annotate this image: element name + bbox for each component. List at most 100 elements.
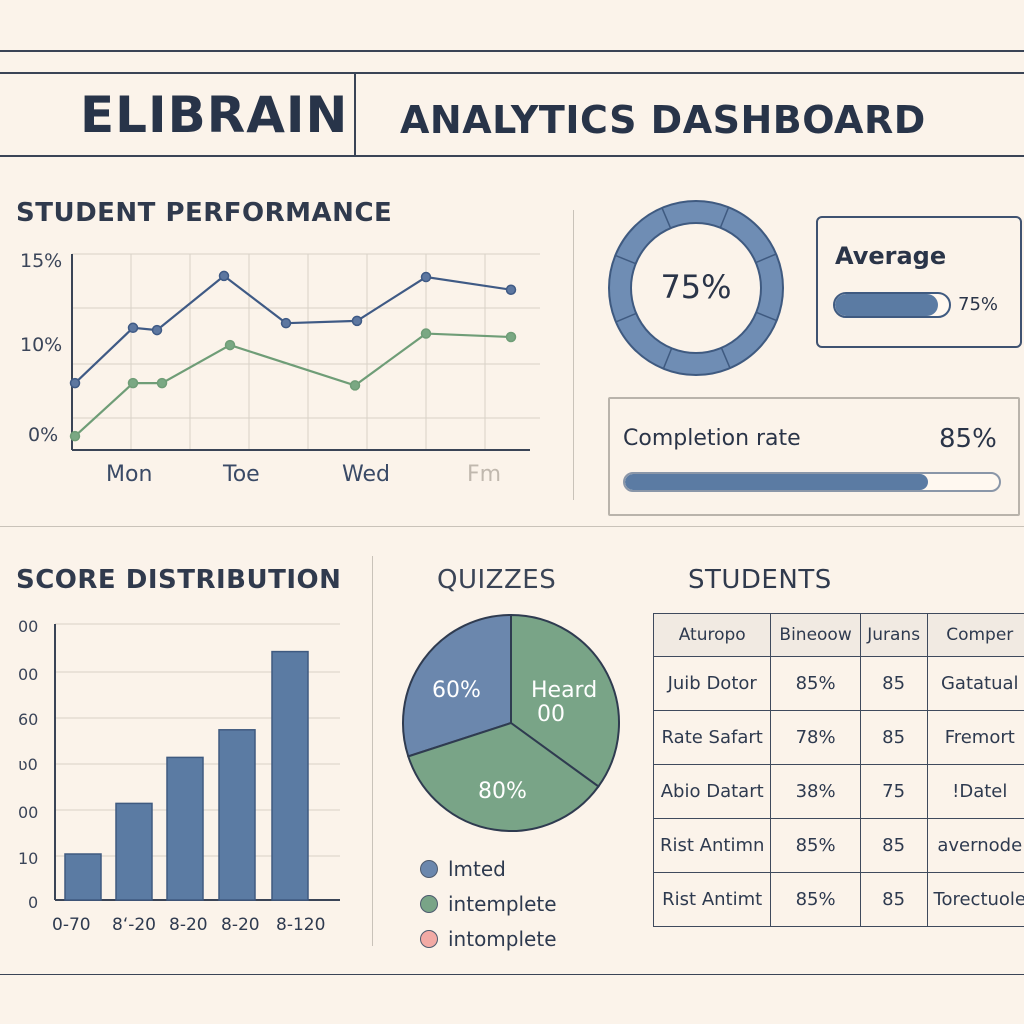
data-point — [351, 315, 363, 327]
perf-x-tick: Wed — [342, 462, 390, 487]
data-point — [218, 270, 230, 282]
performance-lines — [69, 270, 517, 442]
completion-progress-fill — [625, 474, 928, 490]
data-point — [127, 322, 139, 334]
table-cell: 38% — [770, 764, 861, 819]
gauge-outer-edge — [608, 200, 784, 376]
gauge-ring — [609, 201, 783, 375]
legend-item[interactable]: intomplete — [420, 927, 557, 951]
table-cell: Rate Safart — [652, 710, 772, 765]
perf-x-tick: Fm — [467, 462, 502, 487]
legend-item[interactable]: intemplete — [420, 892, 557, 916]
legend-swatch — [420, 930, 438, 948]
table-cell: Juib Dotor — [652, 656, 772, 711]
bar-y-tick: 10 — [18, 849, 39, 868]
legend-swatch — [420, 895, 438, 913]
pie-slice — [510, 613, 620, 788]
performance-chart[interactable] — [0, 240, 570, 500]
column-header[interactable]: Comper — [926, 613, 1024, 657]
pie-sublabel: 00 — [537, 702, 565, 727]
average-label: Average — [835, 242, 947, 270]
pie-label: 60% — [432, 678, 481, 703]
bar-y-tick: 00 — [18, 617, 39, 636]
quizzes-title: QUIZZES — [437, 565, 557, 595]
header-rule — [0, 72, 1024, 74]
legend-label: intomplete — [448, 927, 557, 951]
bar-y-tick: 00 — [18, 665, 39, 684]
bar-x-tick: 8-120 — [276, 915, 326, 935]
bar — [64, 853, 102, 901]
table-cell: 85 — [859, 656, 928, 711]
table-cell: 85% — [770, 818, 861, 873]
table-cell: 85 — [859, 818, 928, 873]
bar-y-tick: 00 — [18, 803, 39, 822]
completion-card[interactable] — [608, 397, 1020, 516]
data-point — [156, 377, 168, 389]
gauge-segment — [615, 312, 637, 323]
data-point — [505, 331, 517, 343]
bar — [271, 650, 309, 901]
table-cell: 85 — [859, 872, 928, 927]
pie-slice — [402, 613, 512, 758]
data-point — [280, 317, 292, 329]
divider-top — [573, 210, 574, 500]
bar-x-tick: 0-70 — [52, 915, 91, 935]
series-line — [74, 332, 512, 437]
gauge-segment — [615, 254, 637, 265]
legend-swatch — [420, 860, 438, 878]
table-row[interactable]: Rist Antimn 85% 85 avernode — [652, 818, 1024, 873]
perf-x-tick: Toe — [223, 462, 260, 487]
data-point — [349, 380, 361, 391]
header-divider — [354, 72, 356, 156]
completion-value: 85% — [939, 424, 997, 454]
table-row[interactable]: Juib Dotor 85% 85 Gatatual — [652, 656, 1024, 711]
pie-label: 80% — [478, 779, 527, 804]
table-cell: 78% — [770, 710, 861, 765]
quizzes-pie[interactable] — [398, 610, 624, 836]
table-header-row: Aturopo Bineoow Jurans Comper — [652, 613, 1024, 657]
legend-label: lmted — [448, 857, 506, 881]
table-cell: 85% — [770, 656, 861, 711]
table-row[interactable]: Rate Safart 78% 85 Fremort — [652, 710, 1024, 765]
section-divider — [0, 526, 1024, 527]
brand-logo[interactable]: ELIBRAIN — [80, 86, 349, 144]
perf-x-tick: Mon — [106, 462, 153, 487]
score-distribution-chart[interactable] — [0, 610, 370, 910]
gauge-segment — [755, 253, 777, 264]
table-row[interactable]: Abio Datart 38% 75 !Datel — [652, 764, 1024, 819]
data-point — [151, 324, 163, 336]
students-table: Aturopo Bineoow Jurans Comper Juib Dotor… — [652, 613, 1024, 927]
average-progress-fill — [835, 294, 938, 316]
table-cell: Fremort — [926, 710, 1024, 765]
score-distribution-title: SCORE DISTRIBUTION — [16, 565, 342, 595]
gauge-segment — [755, 311, 777, 322]
legend-item[interactable]: lmted — [420, 857, 506, 881]
gauge-segment — [719, 207, 730, 229]
table-cell: Torectuole — [926, 872, 1024, 927]
average-value: 75% — [958, 294, 999, 315]
table-row[interactable]: Rist Antimt 85% 85 Torectuole — [652, 872, 1024, 927]
table-cell: 85 — [859, 710, 928, 765]
data-point — [420, 328, 432, 339]
pie-slice — [407, 721, 600, 832]
column-header[interactable]: Aturopo — [652, 613, 772, 657]
average-card[interactable] — [816, 216, 1022, 348]
data-point — [224, 339, 236, 351]
bar-y-tick: ʋ0 — [18, 755, 38, 774]
table-cell: 75 — [859, 764, 928, 819]
gauge-segment — [720, 347, 731, 369]
table-cell: 85% — [770, 872, 861, 927]
footer-rule — [0, 974, 1024, 975]
average-progress-bar — [833, 292, 951, 318]
gauge-segment — [661, 207, 672, 229]
bar-y-tick: 0 — [28, 893, 39, 912]
column-header[interactable]: Bineoow — [770, 613, 861, 657]
data-point — [127, 377, 139, 389]
column-header[interactable]: Jurans — [859, 613, 928, 657]
completion-label: Completion rate — [623, 426, 801, 451]
table-cell: Rist Antimn — [652, 818, 772, 873]
gauge-segments — [615, 207, 777, 369]
data-point — [420, 271, 432, 283]
data-point — [505, 284, 517, 295]
gauge-inner-edge — [630, 222, 762, 354]
